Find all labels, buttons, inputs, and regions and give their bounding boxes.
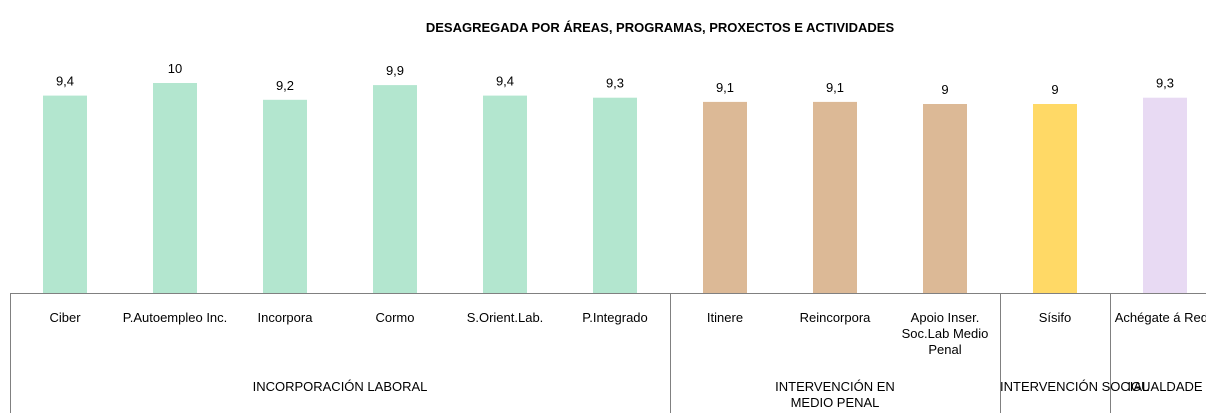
data-label: 9 xyxy=(1051,82,1058,97)
x-tick-label: P.Integrado xyxy=(582,310,648,325)
data-label: 9,3 xyxy=(1156,76,1174,91)
bar xyxy=(593,97,637,293)
chart-title: DESAGREGADA POR ÁREAS, PROGRAMAS, PROXEC… xyxy=(426,20,895,35)
x-tick-label: S.Orient.Lab. xyxy=(466,310,544,325)
x-tick-label: Reincorpora xyxy=(799,310,871,325)
group-label: INTERVENCIÓN SOCIAL xyxy=(1000,379,1150,394)
data-label: 9,4 xyxy=(496,74,514,89)
group-label: INCORPORACIÓN LABORAL xyxy=(252,379,428,394)
data-label: 9,9 xyxy=(386,63,404,78)
bar xyxy=(483,95,527,293)
x-tick-label: P.Autoempleo Inc. xyxy=(122,310,228,325)
data-label: 9,2 xyxy=(276,78,294,93)
data-label: 10 xyxy=(168,61,182,76)
group-label: INTERVENCIÓN EN MEDIO PENAL xyxy=(775,379,895,410)
bar xyxy=(153,83,197,293)
data-label: 9 xyxy=(941,82,948,97)
data-label: 9,3 xyxy=(606,76,624,91)
bar xyxy=(1143,97,1187,293)
data-label: 9,1 xyxy=(826,80,844,95)
group-label: IGUALDADE xyxy=(1127,379,1203,394)
data-label: 9,1 xyxy=(716,80,734,95)
bar xyxy=(813,101,857,294)
x-tick-label: Sísifo xyxy=(1038,310,1072,325)
x-tick-label: Cormo xyxy=(375,310,415,325)
x-tick-label: Incorpora xyxy=(257,310,313,325)
x-tick-label: Achégate á Rede xyxy=(1114,310,1206,325)
bar xyxy=(1033,104,1077,293)
bar xyxy=(373,85,417,293)
data-label: 9,4 xyxy=(56,74,74,89)
x-tick-label: Apoio Inser. Soc.Lab Medio Penal xyxy=(901,310,989,357)
bar xyxy=(263,99,307,293)
bar xyxy=(923,104,967,293)
x-tick-label: Itinere xyxy=(706,310,744,325)
bar xyxy=(703,101,747,294)
bar xyxy=(43,95,87,293)
x-tick-label: Ciber xyxy=(49,310,81,325)
